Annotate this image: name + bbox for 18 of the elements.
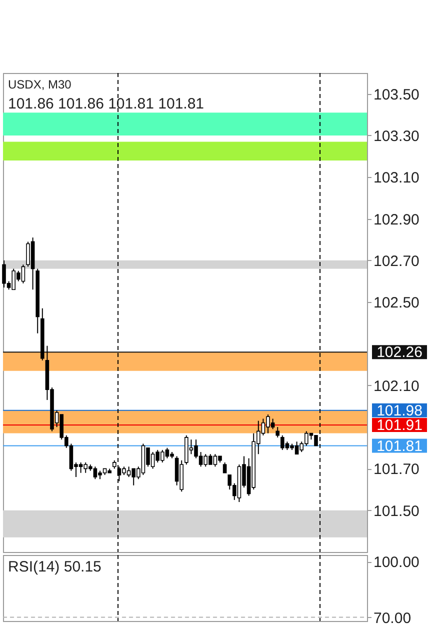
y-tick-label: 102.50: [374, 294, 420, 312]
chart-title: RSI(14) 50.15: [8, 558, 102, 576]
y-tick-label: 103.30: [374, 128, 420, 145]
y-tick-label: 103.10: [374, 170, 420, 187]
y-tick-label: 102.10: [374, 378, 420, 395]
y-tick-label: 102.90: [374, 211, 420, 228]
y-tick-label: 101.50: [374, 502, 420, 520]
y-tick-label: 101.70: [374, 461, 420, 478]
y-tick-label: 103.50: [374, 86, 420, 104]
ref-line-label: 102.26: [376, 344, 422, 362]
text: 101.86 101.86 101.81 101.81: [8, 96, 204, 112]
ref-line-label: 101.91: [376, 416, 422, 434]
ref-line-label: 101.81: [376, 438, 422, 455]
chart-title: USDX, M30: [8, 78, 72, 92]
y-tick-label: 102.70: [374, 252, 420, 270]
y-tick-label: 70.00: [374, 610, 412, 625]
y-tick-label: 100.00: [374, 554, 420, 572]
ref-line-label: 101.98: [376, 402, 422, 420]
